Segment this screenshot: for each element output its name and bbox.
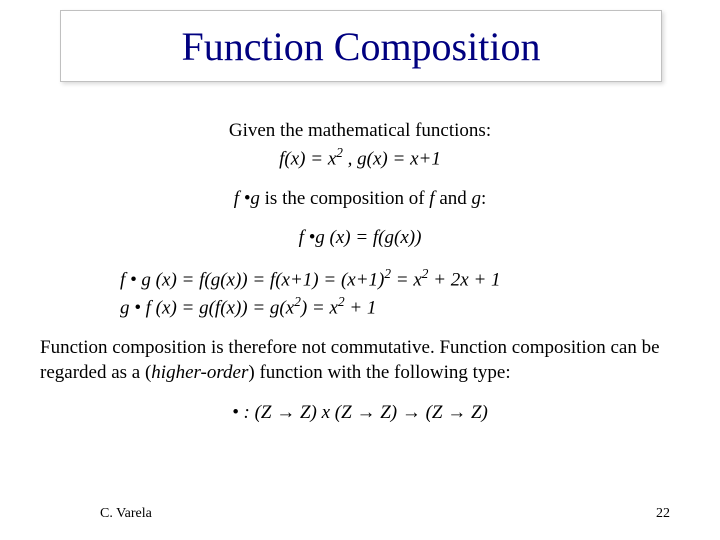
fx-exp: 2 [336, 145, 343, 160]
concl-2: ) function with the following type: [248, 362, 510, 383]
comp-text: is the composition of [260, 188, 429, 209]
fx-def-a: f(x) = x [279, 148, 336, 169]
given-intro: Given the mathematical functions: [229, 120, 491, 141]
gof-e1: 2 [294, 294, 301, 309]
title-box: Function Composition [60, 10, 662, 82]
gx-def: , g(x) = x+1 [343, 148, 441, 169]
gof-1: g • f (x) = g(f(x)) = g(x [120, 297, 294, 318]
gof-2: ) = x [301, 297, 338, 318]
given-block: Given the mathematical functions: f(x) =… [60, 118, 660, 172]
fog-2: = x [391, 269, 422, 290]
conclusion-block: Function composition is therefore not co… [40, 335, 680, 386]
comp-and: and [435, 188, 472, 209]
fog-1: f • g (x) = f(g(x)) = f(x+1) = (x+1) [120, 269, 384, 290]
slide-body: Given the mathematical functions: f(x) =… [60, 118, 660, 440]
comp-colon: : [481, 188, 486, 209]
gof-3: + 1 [345, 297, 377, 318]
comp-g: g [250, 188, 260, 209]
slide: Function Composition Given the mathemati… [0, 0, 720, 540]
gof-e2: 2 [338, 294, 345, 309]
concl-ho: higher-order [151, 362, 248, 383]
footer-author: C. Varela [100, 506, 152, 522]
slide-title: Function Composition [182, 23, 541, 70]
comp-g2: g [472, 188, 482, 209]
type-sig: • : (Z → Z) x (Z → Z) → (Z → Z) [232, 402, 488, 423]
fog-3: + 2x + 1 [428, 269, 500, 290]
type-signature-line: • : (Z → Z) x (Z → Z) → (Z → Z) [60, 400, 660, 426]
comp-f: f [234, 188, 244, 209]
footer-page-number: 22 [656, 506, 670, 522]
comp-eq: f •g (x) = f(g(x)) [299, 227, 422, 248]
expansion-block: f • g (x) = f(g(x)) = f(x+1) = (x+1) 2 = … [60, 265, 660, 321]
composition-def-line: f •g is the composition of f and g: [60, 186, 660, 212]
composition-eq-line: f •g (x) = f(g(x)) [60, 225, 660, 251]
